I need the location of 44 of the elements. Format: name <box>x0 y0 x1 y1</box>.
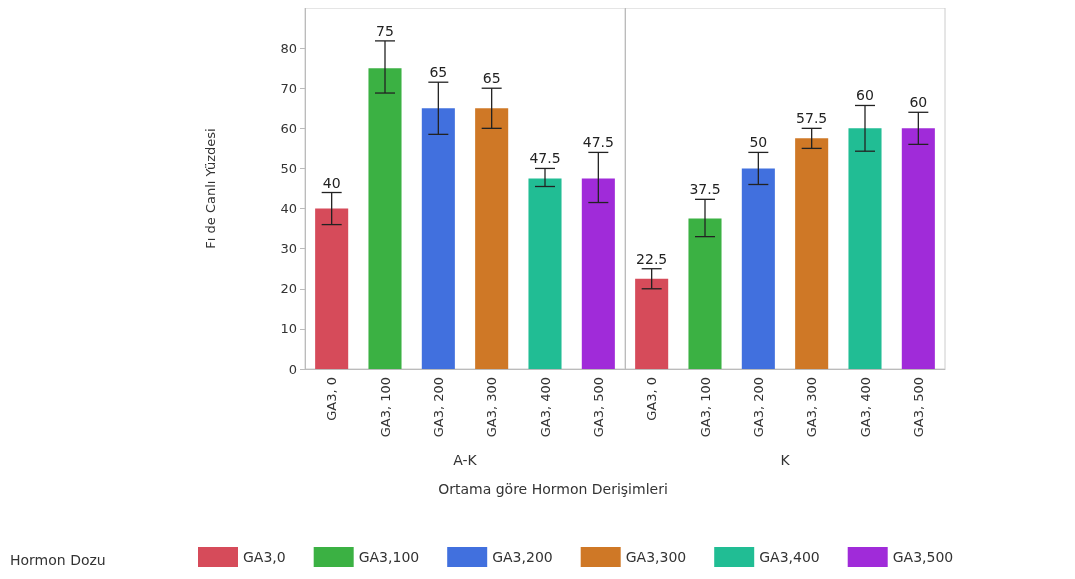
x-tick-label: GA3, 200 <box>750 377 766 438</box>
data-label: 22.5 <box>636 250 668 267</box>
legend-label: GA3,200 <box>492 549 553 565</box>
x-axis-title: K <box>780 452 791 468</box>
data-label: 75 <box>376 22 394 39</box>
data-label: 40 <box>322 174 341 191</box>
x-tick-label: GA3, 400 <box>857 377 873 438</box>
y-tick-label: 50 <box>280 160 297 176</box>
legend-title: Hormon Dozu <box>10 552 106 568</box>
y-tick-label: 60 <box>280 120 297 136</box>
x-tick-label: GA3, 0 <box>324 377 340 421</box>
y-tick-label: 70 <box>280 80 297 96</box>
legend-label: GA3,300 <box>625 549 687 565</box>
legend-label: GA3,400 <box>759 549 820 565</box>
x-tick-label: GA3, 0 <box>644 377 660 421</box>
x-tick-label: GA3, 200 <box>430 377 446 438</box>
data-label: 50 <box>749 134 768 151</box>
y-axis-title: Fı de Canlı Yüzdesi <box>203 128 218 249</box>
y-tick-label: 20 <box>280 281 297 297</box>
y-tick-label: 30 <box>280 241 297 257</box>
y-tick-label: 80 <box>280 40 297 56</box>
x-tick-label: GA3, 500 <box>910 377 926 438</box>
legend-label: GA3,0 <box>243 549 286 565</box>
legend-label: GA3,100 <box>358 549 420 565</box>
x-tick-label: GA3, 400 <box>537 377 553 438</box>
data-label: 60 <box>909 94 928 111</box>
data-label: 65 <box>429 64 448 81</box>
text: Ortama göre Hormon Derişimleri <box>438 481 668 497</box>
x-tick-label: GA3, 300 <box>804 377 820 438</box>
x-tick-label: GA3, 300 <box>484 377 500 438</box>
data-label: 47.5 <box>529 150 561 167</box>
y-tick-label: 0 <box>288 361 297 377</box>
x-axis-title: A-K <box>453 452 478 468</box>
x-tick-label: GA3, 500 <box>590 377 606 438</box>
x-tick-label: GA3, 100 <box>697 377 713 438</box>
data-label: 60 <box>856 87 874 104</box>
x-tick-label: GA3, 100 <box>377 377 393 438</box>
y-tick-label: 10 <box>280 321 297 337</box>
data-label: 37.5 <box>689 181 721 198</box>
data-label: 47.5 <box>582 134 614 151</box>
data-label: 65 <box>482 70 501 87</box>
y-tick-label: 40 <box>280 201 297 217</box>
data-label: 57.5 <box>796 110 828 127</box>
legend-label: GA3,500 <box>892 549 954 565</box>
